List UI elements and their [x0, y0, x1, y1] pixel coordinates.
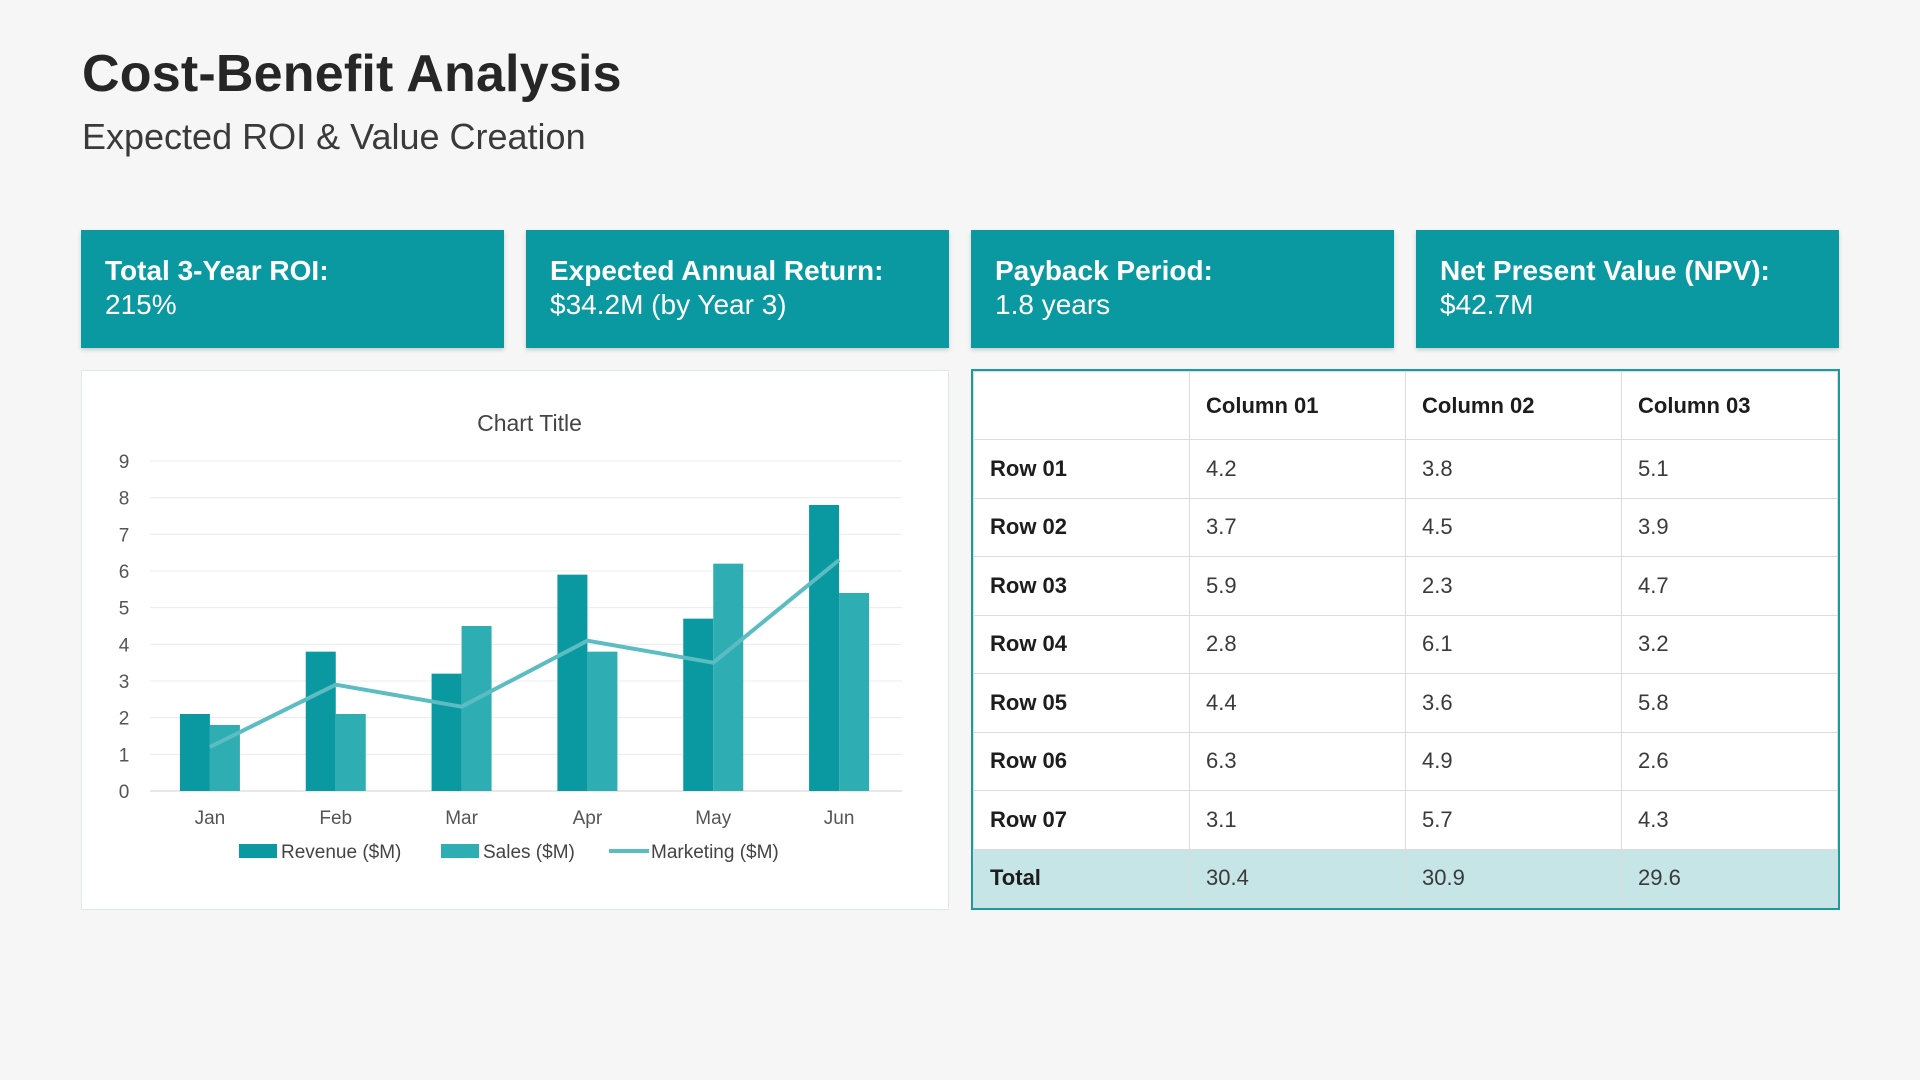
bar-sales: [335, 714, 366, 791]
table-cell: 3.1: [1189, 790, 1406, 850]
kpi-card-roi: Total 3-Year ROI: 215%: [81, 230, 504, 348]
bar-revenue: [557, 574, 588, 791]
table-cell: 3.6: [1405, 673, 1622, 733]
table-cell: 4.2: [1189, 439, 1406, 499]
x-tick-label: Feb: [319, 808, 352, 829]
row-header: Row 02: [973, 497, 1190, 557]
row-header: Row 06: [973, 731, 1190, 791]
table-header-cell: Column 01: [1189, 371, 1406, 440]
kpi-card-annual-return: Expected Annual Return: $34.2M (by Year …: [526, 230, 949, 348]
total-cell: 30.4: [1189, 848, 1406, 908]
table-header-cell: Column 02: [1405, 371, 1622, 440]
table-cell: 2.3: [1405, 556, 1622, 616]
kpi-value: 215%: [105, 289, 177, 320]
table-cell: 3.2: [1621, 614, 1838, 674]
row-header: Row 03: [973, 556, 1190, 616]
table-row: Row 02 3.7 4.5 3.9: [973, 497, 1838, 557]
y-tick-label: 6: [119, 562, 130, 583]
x-tick-label: Jun: [824, 808, 855, 829]
table-cell: 6.3: [1189, 731, 1406, 791]
legend-swatch: [239, 844, 277, 858]
table-row: Row 07 3.1 5.7 4.3: [973, 790, 1838, 850]
bar-sales: [713, 563, 744, 791]
bar-revenue: [179, 714, 210, 791]
kpi-value: 1.8 years: [995, 289, 1111, 320]
page-title: Cost-Benefit Analysis: [82, 45, 622, 103]
table-cell: 3.7: [1189, 497, 1406, 557]
kpi-row: Total 3-Year ROI: 215% Expected Annual R…: [81, 230, 1840, 348]
table-cell: 4.9: [1405, 731, 1622, 791]
table-cell: 5.9: [1189, 556, 1406, 616]
table-cell: 4.5: [1405, 497, 1622, 557]
table-cell: 6.1: [1405, 614, 1622, 674]
total-cell: 30.9: [1405, 848, 1622, 908]
x-tick-label: Mar: [445, 808, 478, 829]
combo-chart: Chart Title 0 1 2 3 4 5 6 7 8 9 Jan Feb Mar Apr May Jun R…: [119, 410, 902, 863]
total-label: Total: [973, 848, 1190, 908]
kpi-card-payback: Payback Period: 1.8 years: [971, 230, 1394, 348]
table-cell: 5.8: [1621, 673, 1838, 733]
y-tick-label: 1: [119, 745, 130, 766]
x-tick-label: May: [695, 808, 731, 829]
table-cell: 3.8: [1405, 439, 1622, 499]
legend-label: Revenue ($M): [281, 842, 401, 863]
legend-label: Marketing ($M): [651, 842, 779, 863]
table-cell: 3.9: [1621, 497, 1838, 557]
table-header-row: Column 01 Column 02 Column 03: [973, 371, 1838, 440]
table-row: Row 01 4.2 3.8 5.1: [973, 439, 1838, 499]
table-header-cell: [973, 371, 1190, 440]
line-marketing: [209, 558, 841, 749]
table-cell: 4.4: [1189, 673, 1406, 733]
bar-sales: [587, 651, 618, 791]
legend-label: Sales ($M): [483, 842, 575, 863]
y-tick-label: 2: [119, 709, 130, 730]
y-tick-label: 9: [119, 452, 130, 473]
x-tick-label: Jan: [195, 808, 226, 829]
y-tick-label: 3: [119, 672, 130, 693]
kpi-value: $34.2M (by Year 3): [550, 289, 787, 320]
chart-panel: Chart Title 0 1 2 3 4 5 6 7 8 9 Jan Feb Mar Apr May Jun R…: [81, 370, 949, 910]
legend-swatch: [441, 844, 479, 858]
kpi-label: Expected Annual Return:: [550, 255, 884, 286]
kpi-label: Net Present Value (NPV):: [1440, 255, 1770, 286]
y-tick-label: 5: [119, 599, 130, 620]
row-header: Row 01: [973, 439, 1190, 499]
data-table-panel: Column 01 Column 02 Column 03 Row 01 4.2…: [971, 369, 1840, 910]
table-row: Row 06 6.3 4.9 2.6: [973, 731, 1838, 791]
row-header: Row 05: [973, 673, 1190, 733]
bar-sales: [839, 593, 870, 791]
kpi-card-npv: Net Present Value (NPV): $42.7M: [1416, 230, 1839, 348]
table-cell: 4.3: [1621, 790, 1838, 850]
table-total-row: Total 30.4 30.9 29.6: [973, 848, 1838, 908]
table-header-cell: Column 03: [1621, 371, 1838, 440]
bar-sales: [461, 626, 492, 791]
y-tick-label: 0: [119, 782, 130, 803]
kpi-label: Payback Period:: [995, 255, 1213, 286]
data-table: Column 01 Column 02 Column 03 Row 01 4.2…: [973, 371, 1838, 908]
bar-revenue: [305, 651, 336, 791]
bar-revenue: [683, 618, 714, 791]
table-row: Row 04 2.8 6.1 3.2: [973, 614, 1838, 674]
bar-revenue: [809, 505, 840, 791]
row-header: Row 04: [973, 614, 1190, 674]
y-tick-label: 4: [119, 635, 130, 656]
table-cell: 2.6: [1621, 731, 1838, 791]
table-cell: 5.1: [1621, 439, 1838, 499]
total-cell: 29.6: [1621, 848, 1838, 908]
page-subtitle: Expected ROI & Value Creation: [82, 116, 586, 157]
x-tick-label: Apr: [573, 808, 603, 829]
table-row: Row 05 4.4 3.6 5.8: [973, 673, 1838, 733]
table-row: Row 03 5.9 2.3 4.7: [973, 556, 1838, 616]
kpi-label: Total 3-Year ROI:: [105, 255, 329, 286]
y-tick-label: 7: [119, 525, 130, 546]
table-cell: 2.8: [1189, 614, 1406, 674]
bar-revenue: [431, 673, 462, 791]
kpi-value: $42.7M: [1440, 289, 1534, 320]
table-cell: 4.7: [1621, 556, 1838, 616]
chart-title: Chart Title: [477, 410, 582, 436]
y-tick-label: 8: [119, 489, 130, 510]
table-cell: 5.7: [1405, 790, 1622, 850]
row-header: Row 07: [973, 790, 1190, 850]
